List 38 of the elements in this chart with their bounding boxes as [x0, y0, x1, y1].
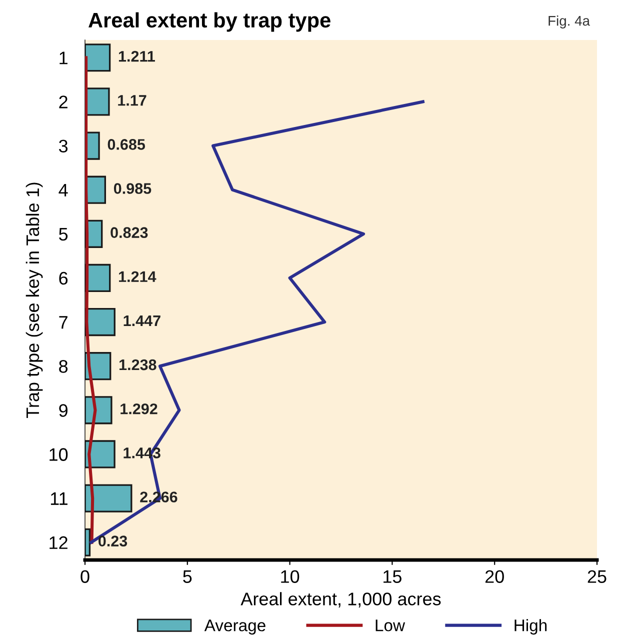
- x-axis-title: Areal extent, 1,000 acres: [240, 592, 441, 608]
- legend-label: Low: [376, 620, 406, 632]
- chart-title: Areal extent by trap type: [88, 12, 330, 32]
- x-tick-label: 15: [384, 570, 402, 583]
- data-label: 1.214: [119, 271, 156, 282]
- data-label: 1.211: [118, 50, 155, 62]
- y-tick-label: 12: [50, 536, 68, 549]
- y-tick-label: 10: [50, 448, 68, 461]
- x-tick-label: 25: [588, 570, 606, 583]
- x-tick-label: 10: [281, 570, 300, 583]
- legend-label: High: [514, 619, 547, 635]
- y-tick-label: 6: [59, 272, 68, 285]
- bar: [85, 484, 132, 512]
- data-label: 0.23: [98, 536, 128, 546]
- legend-label: Average: [204, 620, 266, 635]
- y-tick-label: 4: [58, 184, 68, 196]
- data-label: 0.823: [110, 227, 148, 238]
- data-label: 0.985: [114, 183, 152, 194]
- y-tick-label: 9: [59, 404, 68, 417]
- x-tick-label: 5: [183, 570, 192, 583]
- data-label: 1.447: [124, 315, 160, 326]
- y-tick-label: 1: [60, 52, 68, 64]
- y-tick-label: 2: [59, 96, 68, 108]
- x-tick-label: 20: [485, 570, 504, 583]
- y-axis-title: Trap type (see key in Table 1): [26, 182, 43, 418]
- bar: [85, 528, 91, 556]
- x-tick-label: 0: [80, 570, 90, 583]
- data-label: 1.238: [120, 359, 156, 370]
- caption: Fig. 4a: [548, 16, 590, 28]
- bar: [85, 44, 111, 72]
- data-label: 0.685: [108, 139, 146, 150]
- y-tick-label: 8: [59, 360, 68, 373]
- data-label: 1.292: [120, 403, 158, 414]
- y-tick-label: 7: [59, 316, 68, 329]
- data-label: 1.17: [118, 95, 146, 106]
- y-tick-label: 11: [50, 492, 68, 505]
- y-tick-label: 5: [59, 228, 68, 241]
- y-tick-label: 3: [58, 140, 68, 152]
